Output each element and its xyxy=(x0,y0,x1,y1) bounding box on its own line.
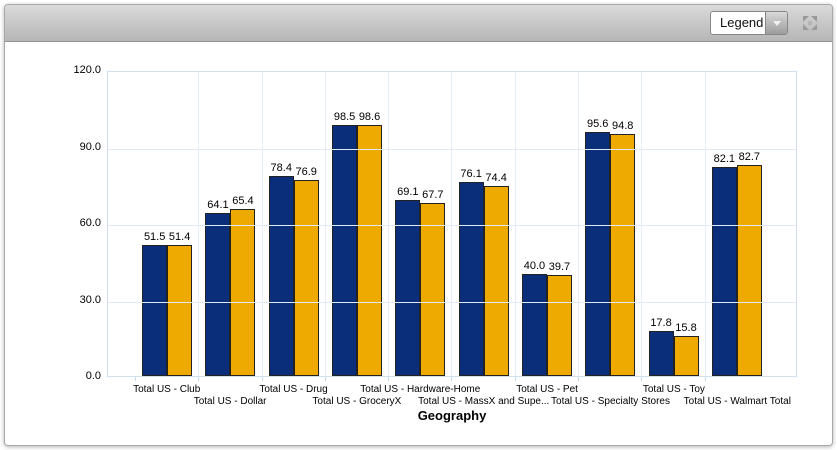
bar-gold-series[interactable] xyxy=(483,186,509,376)
y-tick-label: 120.0 xyxy=(73,64,101,76)
x-category-label: Total US - Drug xyxy=(259,384,328,395)
bar-group: 98.5 98.6 xyxy=(324,72,388,381)
bar-navy-series[interactable] xyxy=(268,176,294,376)
chart-widget: Legend 51.5 51.4 64.1 65.4 78.4 76.9 98.5 98.6 6… xyxy=(4,4,833,446)
bar-value-label: 76.9 xyxy=(295,166,317,178)
chart-area: 51.5 51.4 64.1 65.4 78.4 76.9 98.5 98.6 69.1 67.7… xyxy=(5,42,832,445)
x-category-label: Total US - Toy xyxy=(642,384,705,395)
bar-navy-series[interactable] xyxy=(585,132,611,376)
bar-navy-series[interactable] xyxy=(458,182,484,376)
bar-value-label: 67.7 xyxy=(422,189,444,201)
bar-group: 95.6 94.8 xyxy=(578,72,641,381)
gridline xyxy=(108,149,796,150)
gridline xyxy=(108,302,796,303)
x-category-label: Total US - Hardware-Home xyxy=(360,384,481,395)
bar-value-label: 69.1 xyxy=(397,186,419,198)
expand-arrows-icon[interactable] xyxy=(801,14,819,32)
x-category-label: Total US - Dollar xyxy=(193,396,267,407)
bar-gold-series[interactable] xyxy=(736,165,762,376)
bar-value-label: 64.1 xyxy=(207,199,229,211)
bar-group: 64.1 65.4 xyxy=(198,72,261,381)
bar-value-label: 98.6 xyxy=(358,111,381,123)
x-category-label: Total US - Pet xyxy=(516,384,578,395)
bar-value-label: 98.5 xyxy=(333,111,356,123)
bar-navy-series[interactable] xyxy=(521,274,547,376)
bar-group: 40.0 39.7 xyxy=(514,72,578,381)
bar-navy-series[interactable] xyxy=(205,213,231,376)
bar-value-label: 95.6 xyxy=(587,118,609,130)
bar-navy-series[interactable] xyxy=(711,167,737,376)
bar-gold-series[interactable] xyxy=(230,209,256,376)
bar-value-label: 17.8 xyxy=(650,317,672,329)
bar-group: 76.1 74.4 xyxy=(451,72,514,381)
bar-group: 17.8 15.8 xyxy=(641,72,704,381)
bar-navy-series[interactable] xyxy=(332,125,358,376)
y-tick-label: 60.0 xyxy=(79,217,101,229)
bar-value-label: 82.1 xyxy=(713,153,736,165)
bar-value-label: 76.1 xyxy=(460,168,482,180)
y-tick-label: 0.0 xyxy=(85,370,101,382)
bar-value-label: 78.4 xyxy=(270,162,292,174)
x-category-label: Total US - Club xyxy=(133,384,201,395)
bar-value-label: 40.0 xyxy=(523,260,546,272)
bar-gold-series[interactable] xyxy=(546,275,572,376)
bar-navy-series[interactable] xyxy=(142,245,168,376)
toolbar: Legend xyxy=(5,5,832,42)
gridline xyxy=(108,225,796,226)
bar-value-label: 51.4 xyxy=(168,231,191,243)
bar-value-label: 82.7 xyxy=(738,151,761,163)
x-category-label: Total US - GroceryX xyxy=(312,396,402,407)
bar-navy-series[interactable] xyxy=(395,200,421,376)
bar-group: 51.5 51.4 xyxy=(134,72,198,381)
x-category-label: Total US - Walmart Total xyxy=(683,396,791,407)
bar-group: 82.1 82.7 xyxy=(704,72,768,381)
x-category-label: Total US - MassX and Supe... xyxy=(418,396,550,407)
bar-gold-series[interactable] xyxy=(293,180,319,376)
bar-gold-series[interactable] xyxy=(357,125,383,376)
bar-gold-series[interactable] xyxy=(167,245,193,376)
bar-value-label: 39.7 xyxy=(548,261,571,273)
bar-groups: 51.5 51.4 64.1 65.4 78.4 76.9 98.5 98.6 69.1 67.7… xyxy=(108,72,796,381)
bar-value-label: 15.8 xyxy=(675,322,697,334)
legend-dropdown-value: Legend xyxy=(720,15,764,30)
bar-value-label: 94.8 xyxy=(612,120,634,132)
y-tick-label: 30.0 xyxy=(79,294,101,306)
bar-value-label: 65.4 xyxy=(232,195,254,207)
bar-group: 69.1 67.7 xyxy=(388,72,451,381)
legend-dropdown[interactable]: Legend xyxy=(710,11,788,35)
bar-value-label: 51.5 xyxy=(143,231,166,243)
y-tick-label: 90.0 xyxy=(79,141,101,153)
bar-gold-series[interactable] xyxy=(673,336,699,376)
bar-group: 78.4 76.9 xyxy=(261,72,325,381)
bar-value-label: 74.4 xyxy=(485,172,507,184)
plot-area: 51.5 51.4 64.1 65.4 78.4 76.9 98.5 98.6 69.1 67.7… xyxy=(107,71,797,381)
x-axis-title: Geography xyxy=(417,408,487,423)
chevron-down-icon[interactable] xyxy=(765,12,787,34)
bar-navy-series[interactable] xyxy=(648,331,674,376)
bar-gold-series[interactable] xyxy=(420,203,446,376)
bar-gold-series[interactable] xyxy=(610,134,636,376)
x-category-label: Total US - Specialty Stores xyxy=(551,396,670,407)
